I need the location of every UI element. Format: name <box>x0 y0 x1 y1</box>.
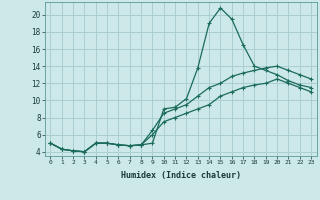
X-axis label: Humidex (Indice chaleur): Humidex (Indice chaleur) <box>121 171 241 180</box>
